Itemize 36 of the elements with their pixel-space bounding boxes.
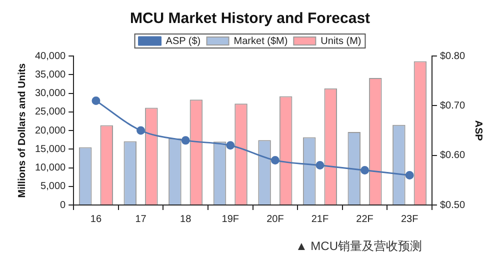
legend-label: ASP ($) (166, 36, 201, 47)
y-axis-title: Millions of Dollars and Units (16, 62, 28, 198)
point (92, 96, 100, 105)
x-tick-label: 21F (311, 214, 329, 225)
y2-tick-label: $0.50 (440, 200, 466, 211)
x-tick-label: 22F (356, 214, 374, 225)
point (136, 126, 146, 135)
legend-label: Units (M) (320, 36, 362, 47)
y-tick-label: 10,000 (34, 162, 66, 174)
y-tick-label: 30,000 (34, 88, 66, 99)
y2-tick-label: $0.80 (440, 50, 466, 62)
x-tick-label: 20F (266, 214, 284, 225)
y-tick-label: 5,000 (40, 181, 66, 192)
x-tick-label: 17 (135, 214, 147, 225)
y2-tick-label: $0.60 (440, 150, 466, 162)
point (226, 141, 235, 150)
chart-title: MCU Market History and Forecast (130, 10, 370, 28)
point (316, 161, 324, 170)
point (405, 170, 414, 180)
x-tick-label: 19F (222, 214, 239, 225)
y-tick-label: 35,000 (34, 69, 66, 80)
y-tick-label: 25,000 (34, 106, 66, 118)
text: ▲ MCU销量及营收预测 (294, 238, 423, 255)
x-tick-label: 16 (90, 214, 102, 225)
y2-axis-title: ASP (472, 120, 484, 142)
y2-tick-label: $0.70 (440, 100, 466, 112)
point (360, 166, 370, 174)
legend-label: Market ($M) (234, 36, 288, 47)
x-tick-label: 18 (180, 214, 192, 225)
y-tick-label: 15,000 (34, 144, 66, 155)
y-tick-label: 20,000 (34, 125, 66, 136)
point (270, 156, 280, 165)
x-tick-label: 23F (400, 214, 418, 225)
point (181, 136, 190, 145)
y-tick-label: 0 (60, 200, 66, 211)
y-tick-label: 40,000 (34, 50, 66, 62)
